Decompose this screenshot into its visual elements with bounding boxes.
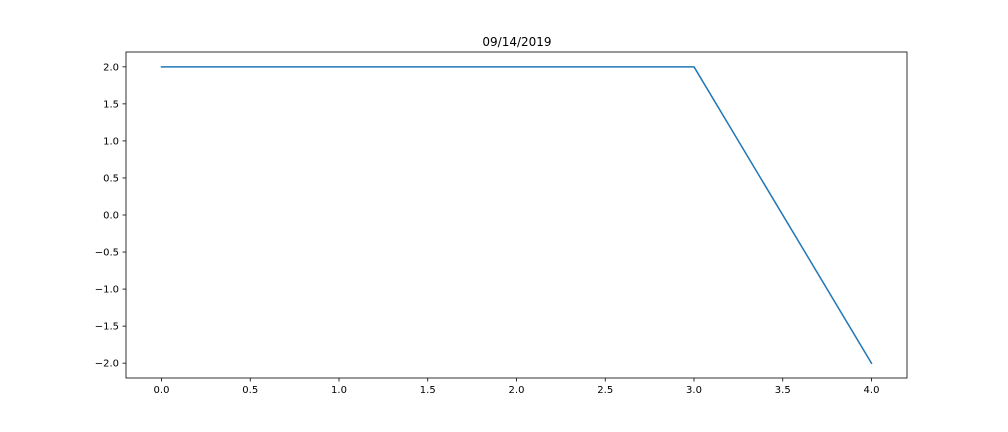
x-tick-label: 2.5 — [597, 385, 613, 396]
y-tick-label: 1.5 — [103, 99, 119, 110]
x-tick-label: 0.5 — [242, 385, 258, 396]
series-line-0 — [160, 66, 873, 365]
x-tick-label: 2.0 — [509, 385, 525, 396]
y-tick-label: −1.0 — [95, 285, 119, 296]
y-tick-label: −1.5 — [95, 322, 119, 333]
y-tick-label: 1.0 — [103, 136, 119, 147]
y-tick-label: 0.5 — [103, 173, 119, 184]
y-tick-label: −2.0 — [95, 359, 119, 370]
y-tick-label: 0.0 — [103, 211, 119, 222]
x-tick-label: 1.5 — [420, 385, 436, 396]
x-tick-label: 0.0 — [154, 385, 170, 396]
y-tick-label: −0.5 — [95, 248, 119, 259]
y-tick-label: 2.0 — [103, 62, 119, 73]
chart-title: 09/14/2019 — [482, 35, 551, 49]
x-tick-label: 3.5 — [775, 385, 791, 396]
x-tick-label: 1.0 — [331, 385, 347, 396]
x-tick-label: 4.0 — [864, 385, 880, 396]
plot-area: 0.0 0.5 1.0 1.5 2.0 2.5 3.0 3.5 4.0 2.0 1.5 1.0 0.5 0… — [95, 51, 908, 396]
x-tick-label: 3.0 — [686, 385, 702, 396]
